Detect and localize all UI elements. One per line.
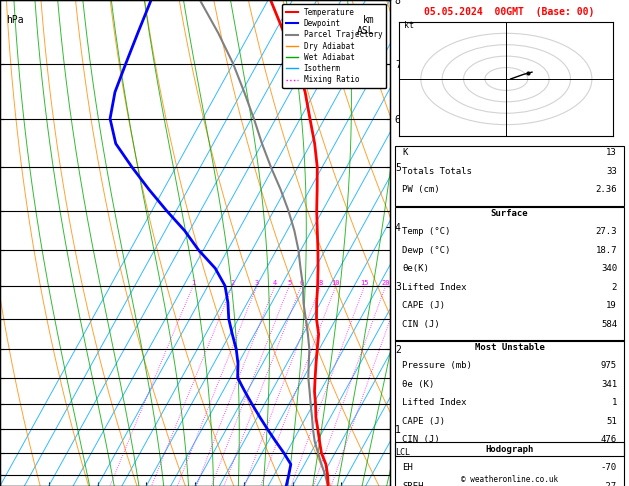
- Text: Totals Totals: Totals Totals: [402, 167, 472, 176]
- Text: 8: 8: [318, 280, 323, 286]
- Text: 584: 584: [601, 320, 617, 329]
- Text: 341: 341: [601, 380, 617, 389]
- Text: 15: 15: [360, 280, 369, 286]
- Text: 4: 4: [273, 280, 277, 286]
- Text: -27: -27: [601, 482, 617, 486]
- Text: CAPE (J): CAPE (J): [402, 417, 445, 426]
- Text: Surface: Surface: [491, 209, 528, 218]
- Text: km
ASL: km ASL: [357, 15, 374, 36]
- Text: CIN (J): CIN (J): [402, 435, 440, 444]
- Text: 5: 5: [287, 280, 291, 286]
- Text: SREH: SREH: [402, 482, 423, 486]
- Text: 6: 6: [299, 280, 303, 286]
- Text: kt: kt: [404, 20, 414, 30]
- Text: K: K: [402, 148, 408, 157]
- Text: PW (cm): PW (cm): [402, 185, 440, 194]
- Text: Temp (°C): Temp (°C): [402, 227, 450, 237]
- Text: 2.36: 2.36: [596, 185, 617, 194]
- Text: 18.7: 18.7: [596, 246, 617, 255]
- Text: 10: 10: [331, 280, 340, 286]
- Text: 05.05.2024  00GMT  (Base: 00): 05.05.2024 00GMT (Base: 00): [425, 7, 594, 17]
- Text: CIN (J): CIN (J): [402, 320, 440, 329]
- Text: 19: 19: [606, 301, 617, 311]
- Text: θe(K): θe(K): [402, 264, 429, 274]
- Legend: Temperature, Dewpoint, Parcel Trajectory, Dry Adiabat, Wet Adiabat, Isotherm, Mi: Temperature, Dewpoint, Parcel Trajectory…: [282, 4, 386, 88]
- Text: 33: 33: [606, 167, 617, 176]
- Text: Pressure (mb): Pressure (mb): [402, 361, 472, 370]
- Text: 27.3: 27.3: [596, 227, 617, 237]
- Text: 2: 2: [230, 280, 235, 286]
- Text: 340: 340: [601, 264, 617, 274]
- Text: Dewp (°C): Dewp (°C): [402, 246, 450, 255]
- Text: Lifted Index: Lifted Index: [402, 283, 467, 292]
- Text: CAPE (J): CAPE (J): [402, 301, 445, 311]
- Text: 1: 1: [191, 280, 195, 286]
- Text: hPa: hPa: [6, 15, 24, 25]
- Text: 1: 1: [611, 398, 617, 407]
- Text: LCL: LCL: [395, 449, 410, 457]
- Text: 476: 476: [601, 435, 617, 444]
- Text: 20: 20: [381, 280, 390, 286]
- Text: θe (K): θe (K): [402, 380, 434, 389]
- Text: Hodograph: Hodograph: [486, 445, 533, 454]
- Text: -70: -70: [601, 463, 617, 472]
- Text: © weatheronline.co.uk: © weatheronline.co.uk: [461, 474, 558, 484]
- Text: 3: 3: [255, 280, 259, 286]
- Text: 2: 2: [611, 283, 617, 292]
- Text: EH: EH: [402, 463, 413, 472]
- Text: 13: 13: [606, 148, 617, 157]
- Text: Most Unstable: Most Unstable: [474, 343, 545, 352]
- Text: 51: 51: [606, 417, 617, 426]
- Text: 975: 975: [601, 361, 617, 370]
- Text: Lifted Index: Lifted Index: [402, 398, 467, 407]
